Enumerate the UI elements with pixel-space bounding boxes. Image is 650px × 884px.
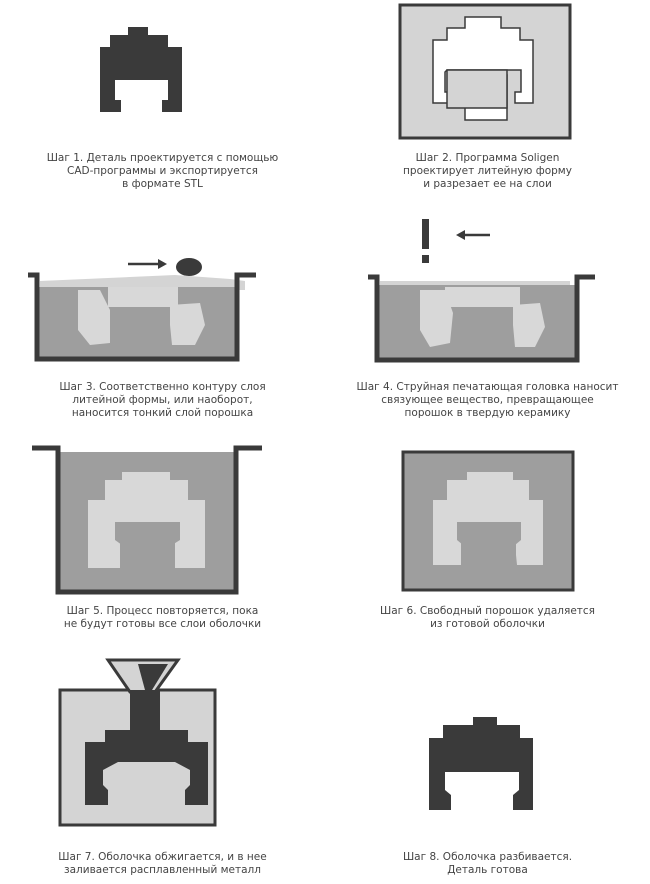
step-1-part-illustration (100, 27, 182, 112)
roller (176, 258, 202, 276)
part-shape (100, 27, 182, 112)
molten-metal-stream (138, 664, 168, 690)
step-7-casting-illustration (58, 658, 217, 827)
cast-metal (85, 690, 208, 805)
step-1-caption: Шаг 1. Деталь проектируется с помощью CA… (46, 152, 279, 190)
layer-part-right (170, 303, 205, 345)
step-5-panel: Шаг 5. Процесс повторяется, пока не буду… (0, 440, 325, 650)
step-3-powder-illustration (28, 258, 256, 362)
mold-core (118, 770, 176, 818)
step-8-panel: Шаг 8. Оболочка разбивается. Деталь гото… (325, 650, 650, 884)
tank-walls (32, 445, 262, 595)
print-head (422, 219, 429, 249)
tank-walls (28, 272, 256, 362)
powder-layer-top (40, 275, 245, 290)
step-7-caption: Шаг 7. Оболочка обжигается, и в нее зали… (58, 851, 267, 876)
roller-arrow-head (158, 259, 167, 269)
binder-drop (422, 255, 429, 263)
step-6-shell-illustration (401, 450, 575, 592)
mold-core (446, 69, 508, 109)
shell-core (120, 528, 175, 583)
step-6-caption: Шаг 6. Свободный порошок удаляется из го… (380, 605, 595, 630)
step-4-panel: Шаг 4. Струйная печатающая головка нанос… (325, 215, 650, 440)
tank-walls (368, 274, 595, 363)
shell-cavity (433, 472, 543, 565)
layer-part-mid (445, 287, 520, 307)
step-2-caption: Шаг 2. Программа Soligen проектирует лит… (403, 152, 572, 190)
step-6-panel: Шаг 6. Свободный порошок удаляется из го… (325, 440, 650, 650)
step-7-panel: Шаг 7. Оболочка обжигается, и в нее зали… (0, 650, 325, 884)
step-2-mold-illustration (398, 3, 572, 140)
step-3-caption: Шаг 3. Соответственно контуру слоя литей… (59, 381, 266, 419)
step-4-printing-illustration (368, 219, 595, 363)
layer-part-left (78, 290, 110, 345)
layer-part-mid (108, 287, 178, 307)
step-8-caption: Шаг 8. Оболочка разбивается. Деталь гото… (402, 851, 573, 876)
shell-core (461, 528, 516, 580)
step-5-caption: Шаг 5. Процесс повторяется, пока не буду… (63, 605, 262, 630)
print-head-arrow-head (456, 230, 465, 240)
layer-part-left (420, 290, 453, 347)
step-4-caption: Шаг 4. Струйная печатающая головка нанос… (356, 381, 619, 419)
step-5-layers-illustration (32, 445, 262, 595)
layer-part-right (513, 303, 545, 347)
shell-shape (88, 472, 205, 568)
step-1-panel: Шаг 1. Деталь проектируется с помощью CA… (0, 0, 325, 215)
step-8-part-illustration (429, 717, 533, 810)
part-shape (429, 717, 533, 810)
step-3-panel: Шаг 3. Соответственно контуру слоя литей… (0, 215, 325, 440)
step-2-panel: Шаг 2. Программа Soligen проектирует лит… (325, 0, 650, 215)
